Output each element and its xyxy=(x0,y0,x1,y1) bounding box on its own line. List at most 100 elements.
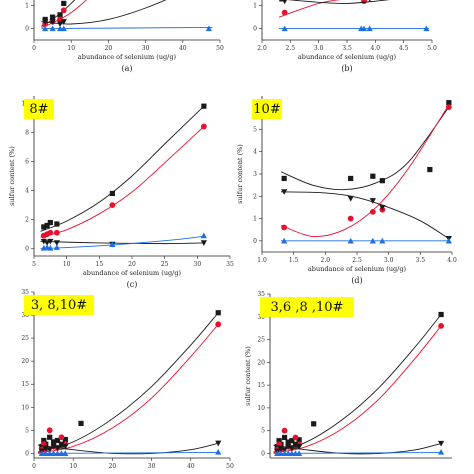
x-tick-label: 1.5 xyxy=(289,257,299,264)
data-point-square xyxy=(54,221,60,227)
data-point-triangle-down xyxy=(53,240,60,247)
fit-curve-triangle-down xyxy=(37,442,219,455)
data-point-square xyxy=(274,444,280,450)
data-point-square xyxy=(61,0,67,7)
fit-curve-square xyxy=(37,312,219,453)
panel-label: (a) xyxy=(121,64,132,73)
data-point-triangle-up xyxy=(379,237,386,244)
y-tick-label: 0 xyxy=(253,238,257,245)
data-point-triangle-up xyxy=(109,241,116,247)
x-tick-label: 25 xyxy=(161,261,169,268)
y-tick-label: 3 xyxy=(253,171,257,178)
y-tick-label: 2 xyxy=(253,193,257,200)
data-point-square xyxy=(379,178,385,184)
y-tick-label: 0 xyxy=(25,246,29,253)
fit-curve-circle xyxy=(40,126,205,238)
data-point-circle xyxy=(281,9,288,16)
data-point-circle xyxy=(200,123,207,130)
x-tick-label: 2.5 xyxy=(352,257,362,264)
x-tick-label: 4.0 xyxy=(371,45,381,52)
x-tick-label: 30 xyxy=(194,261,202,268)
data-point-square xyxy=(348,175,354,182)
data-point-square xyxy=(62,436,68,443)
x-tick-label: 2.0 xyxy=(321,257,331,264)
x-tick-label: 10 xyxy=(67,45,75,52)
data-point-square xyxy=(281,434,288,441)
data-point-triangle-up xyxy=(47,244,54,251)
x-tick-label: 30 xyxy=(142,45,150,52)
x-tick-label: 2.5 xyxy=(286,45,296,52)
y-tick-label: 35 xyxy=(21,289,29,296)
data-point-triangle-down xyxy=(437,440,445,447)
data-point-square xyxy=(44,222,50,229)
data-point-square xyxy=(78,420,84,427)
data-point-circle xyxy=(47,229,54,236)
data-point-triangle-down xyxy=(292,441,299,448)
x-axis-label: abundance of selenium (ug/g) xyxy=(83,269,182,277)
data-point-triangle-down xyxy=(54,445,61,451)
data-point-triangle-up xyxy=(423,25,430,32)
data-point-circle xyxy=(46,427,53,434)
data-point-triangle-down xyxy=(379,204,386,211)
data-point-triangle-up xyxy=(296,450,303,457)
y-tick-label: 30 xyxy=(257,314,265,321)
data-point-square xyxy=(47,219,53,226)
data-point-triangle-down xyxy=(42,19,49,25)
sample-tag-box xyxy=(24,295,94,315)
data-point-triangle-down xyxy=(60,19,67,25)
data-point-triangle-up xyxy=(215,448,222,455)
data-point-circle xyxy=(292,434,299,441)
data-point-square xyxy=(39,443,45,450)
x-tick-label: 1.0 xyxy=(257,257,267,264)
plot-area xyxy=(280,100,452,244)
x-tick-label: 3.0 xyxy=(384,257,394,264)
chart-panel-e: 0 10 20 30 40 50 0 5 10 15 20 25 30 353, 8,10# xyxy=(21,289,234,470)
data-point-circle xyxy=(53,229,60,236)
data-point-triangle-up xyxy=(60,25,67,32)
sample-tag: 10# xyxy=(253,102,280,117)
data-point-triangle-up xyxy=(347,237,354,244)
x-tick-label: 0 xyxy=(32,463,36,470)
data-point-triangle-up xyxy=(437,448,445,455)
chart-panel-a: 0 10 20 30 40 50 0 1 abundance of selenium (ug/g… xyxy=(25,0,224,73)
data-point-triangle-down xyxy=(49,19,56,25)
data-point-triangle-down xyxy=(58,441,65,448)
data-point-triangle-down xyxy=(40,238,47,245)
data-point-triangle-up xyxy=(42,25,49,32)
fit-curve-triangle-down xyxy=(41,0,167,25)
panel-label: (d) xyxy=(351,276,362,285)
y-axis-label: sulfur content (%) xyxy=(244,346,252,406)
sample-tag: 8# xyxy=(29,102,48,117)
x-tick-label: 5.0 xyxy=(427,45,437,52)
fit-curve-circle xyxy=(280,104,450,237)
data-point-triangle-down xyxy=(281,189,288,195)
chart-panel-d: 1.01.52.02.53.03.54.00123456abundance of… xyxy=(236,96,457,285)
x-tick-label: 0 xyxy=(32,45,36,52)
y-tick-label: 1 xyxy=(253,3,257,10)
panel-label: (c) xyxy=(127,280,138,289)
fit-curve-circle xyxy=(278,0,341,18)
data-point-triangle-up xyxy=(53,244,60,250)
x-tick-label: 2.0 xyxy=(257,45,267,52)
x-tick-label: 50 xyxy=(216,45,224,52)
data-point-square xyxy=(50,14,56,20)
y-axis-label: sulfur content (%) xyxy=(236,144,244,204)
fit-curve-triangle-down xyxy=(286,0,390,4)
y-tick-label: 25 xyxy=(257,337,265,344)
data-point-triangle-up xyxy=(281,237,288,244)
y-axis-label: sulfur content (%) xyxy=(8,146,16,206)
fit-curve-triangle-down xyxy=(280,191,450,240)
y-tick-label: 4 xyxy=(25,188,29,195)
y-tick-label: 0 xyxy=(253,26,257,33)
data-point-square xyxy=(201,103,207,109)
data-point-triangle-down xyxy=(369,198,376,204)
data-point-triangle-up xyxy=(49,25,56,32)
data-point-triangle-down xyxy=(215,440,222,447)
data-point-circle xyxy=(60,7,67,14)
panel-label: (b) xyxy=(341,64,352,73)
y-tick-label: 0 xyxy=(261,450,265,457)
data-point-triangle-up xyxy=(46,450,53,456)
x-tick-label: 3.0 xyxy=(314,45,324,52)
data-point-square xyxy=(281,175,287,182)
data-point-circle xyxy=(281,224,288,231)
